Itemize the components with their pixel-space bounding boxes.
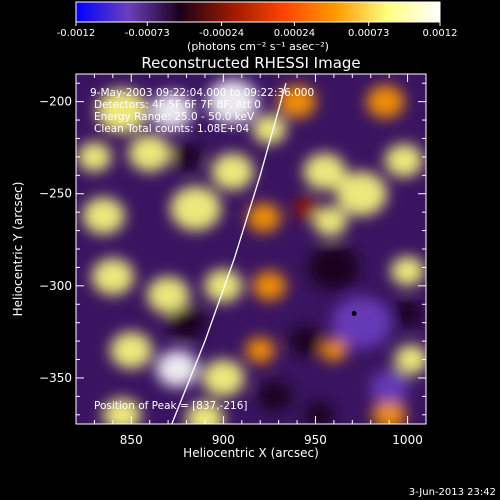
- colorbar: [75, 1, 441, 23]
- heatmap-negative-blob: [167, 306, 206, 340]
- footer-date: 3-Jun-2013 23:42: [409, 487, 496, 498]
- heatmap-emission-blob: [336, 171, 387, 216]
- y-axis-ticks: −200 −250 −300 −350: [39, 82, 426, 416]
- colorbar-tick-label: -0.0012: [57, 28, 96, 39]
- heatmap-emission-blob: [252, 271, 287, 301]
- colorbar-tick-label: -0.00073: [125, 28, 170, 39]
- x-tick-label: 850: [120, 433, 143, 447]
- heatmap-emission-blob: [211, 153, 254, 191]
- x-tick-label: 950: [304, 433, 327, 447]
- info-line-detectors: Detectors: 4F 5F 6F 7F 8F, Att 0: [94, 99, 261, 111]
- colorbar-tick-label: -0.00024: [199, 28, 244, 39]
- heatmap-emission-blob: [207, 79, 258, 124]
- y-tick-label: −300: [39, 279, 72, 293]
- heatmap-emission-blob: [110, 331, 153, 369]
- y-tick-label: −200: [39, 95, 72, 109]
- peak-marker: [351, 310, 357, 316]
- heatmap-emission-blob: [204, 269, 243, 303]
- heatmap-emission-blob: [185, 401, 225, 424]
- heatmap-emission-blob: [128, 134, 171, 172]
- observation-info: 9-May-2003 09:22:04.000 to 09:22:36.000 …: [90, 87, 314, 135]
- peak-position-label: Position of Peak = [837,-216]: [94, 400, 248, 412]
- heatmap-negative-blob: [331, 296, 392, 349]
- y-tick-label: −250: [39, 187, 72, 201]
- heatmap-emission-blob: [96, 88, 148, 133]
- heatmap-emission-blob: [394, 344, 426, 375]
- solar-limb-curve: [171, 83, 287, 424]
- heatmap-emission-blob: [313, 206, 348, 237]
- colorbar-tick-label: 0.00024: [274, 28, 315, 39]
- x-tick-label: 1000: [392, 433, 423, 447]
- colorbar-units-label: (photons cm⁻² s⁻¹ asec⁻²): [187, 40, 329, 53]
- heatmap-negative-blob: [171, 144, 202, 170]
- chart-title: Reconstructed RHESSI Image: [141, 54, 360, 72]
- heatmap-negative-blob: [308, 245, 360, 290]
- heatmap-emission-blob: [321, 339, 347, 362]
- x-axis-label: Heliocentric X (arcsec): [183, 446, 319, 460]
- heatmap-emission-blob: [277, 85, 317, 119]
- colorbar-ticks: -0.0012 -0.00073 -0.00024 0.00024 0.00073 0.0…: [57, 22, 458, 39]
- heatmap-emission-blob: [252, 114, 287, 144]
- heatmap-negative-blob: [304, 401, 334, 424]
- heatmap-emission-blob: [246, 202, 281, 233]
- y-axis-label: Heliocentric Y (arcsec): [11, 182, 25, 317]
- heatmap-emission-blob: [202, 359, 245, 397]
- heatmap-negative-blob: [289, 326, 324, 356]
- heatmap-emission-blob: [150, 92, 193, 130]
- heatmap-negative-blob: [370, 370, 409, 404]
- info-line-time: 9-May-2003 09:22:04.000 to 09:22:36.000: [90, 87, 314, 99]
- heatmap-emission-blob: [91, 258, 135, 296]
- heatmap-emission-blob: [303, 153, 346, 191]
- colorbar-tick-label: 0.0012: [423, 28, 458, 39]
- heatmap-emission-blob: [372, 400, 407, 424]
- heatmap-negative-blob: [392, 300, 423, 327]
- heatmap-emission-blob: [156, 350, 199, 388]
- heatmap-emission-blob: [82, 197, 125, 235]
- heatmap-emission-blob: [170, 186, 222, 231]
- heatmap-emission-blob: [366, 85, 405, 119]
- heatmap-emission-blob: [245, 337, 276, 364]
- heatmap-emission-blob: [146, 276, 190, 314]
- x-tick-label: 900: [212, 433, 235, 447]
- heatmap-emission-blob: [77, 142, 112, 172]
- y-tick-label: −350: [39, 371, 72, 385]
- heatmap-emission-blob: [384, 144, 423, 178]
- heatmap-negative-blob: [258, 381, 292, 412]
- heatmap-emission-blob: [390, 256, 425, 286]
- info-line-energy: Energy Range: 25.0 - 50.0 keV: [94, 111, 255, 123]
- heatmap-image: [77, 79, 426, 424]
- colorbar-tick-label: 0.00073: [348, 28, 389, 39]
- x-axis-ticks: 850 900 950 1000: [93, 74, 427, 447]
- info-line-counts: Clean Total counts: 1.08E+04: [94, 123, 249, 135]
- heatmap-negative-blob: [293, 197, 319, 220]
